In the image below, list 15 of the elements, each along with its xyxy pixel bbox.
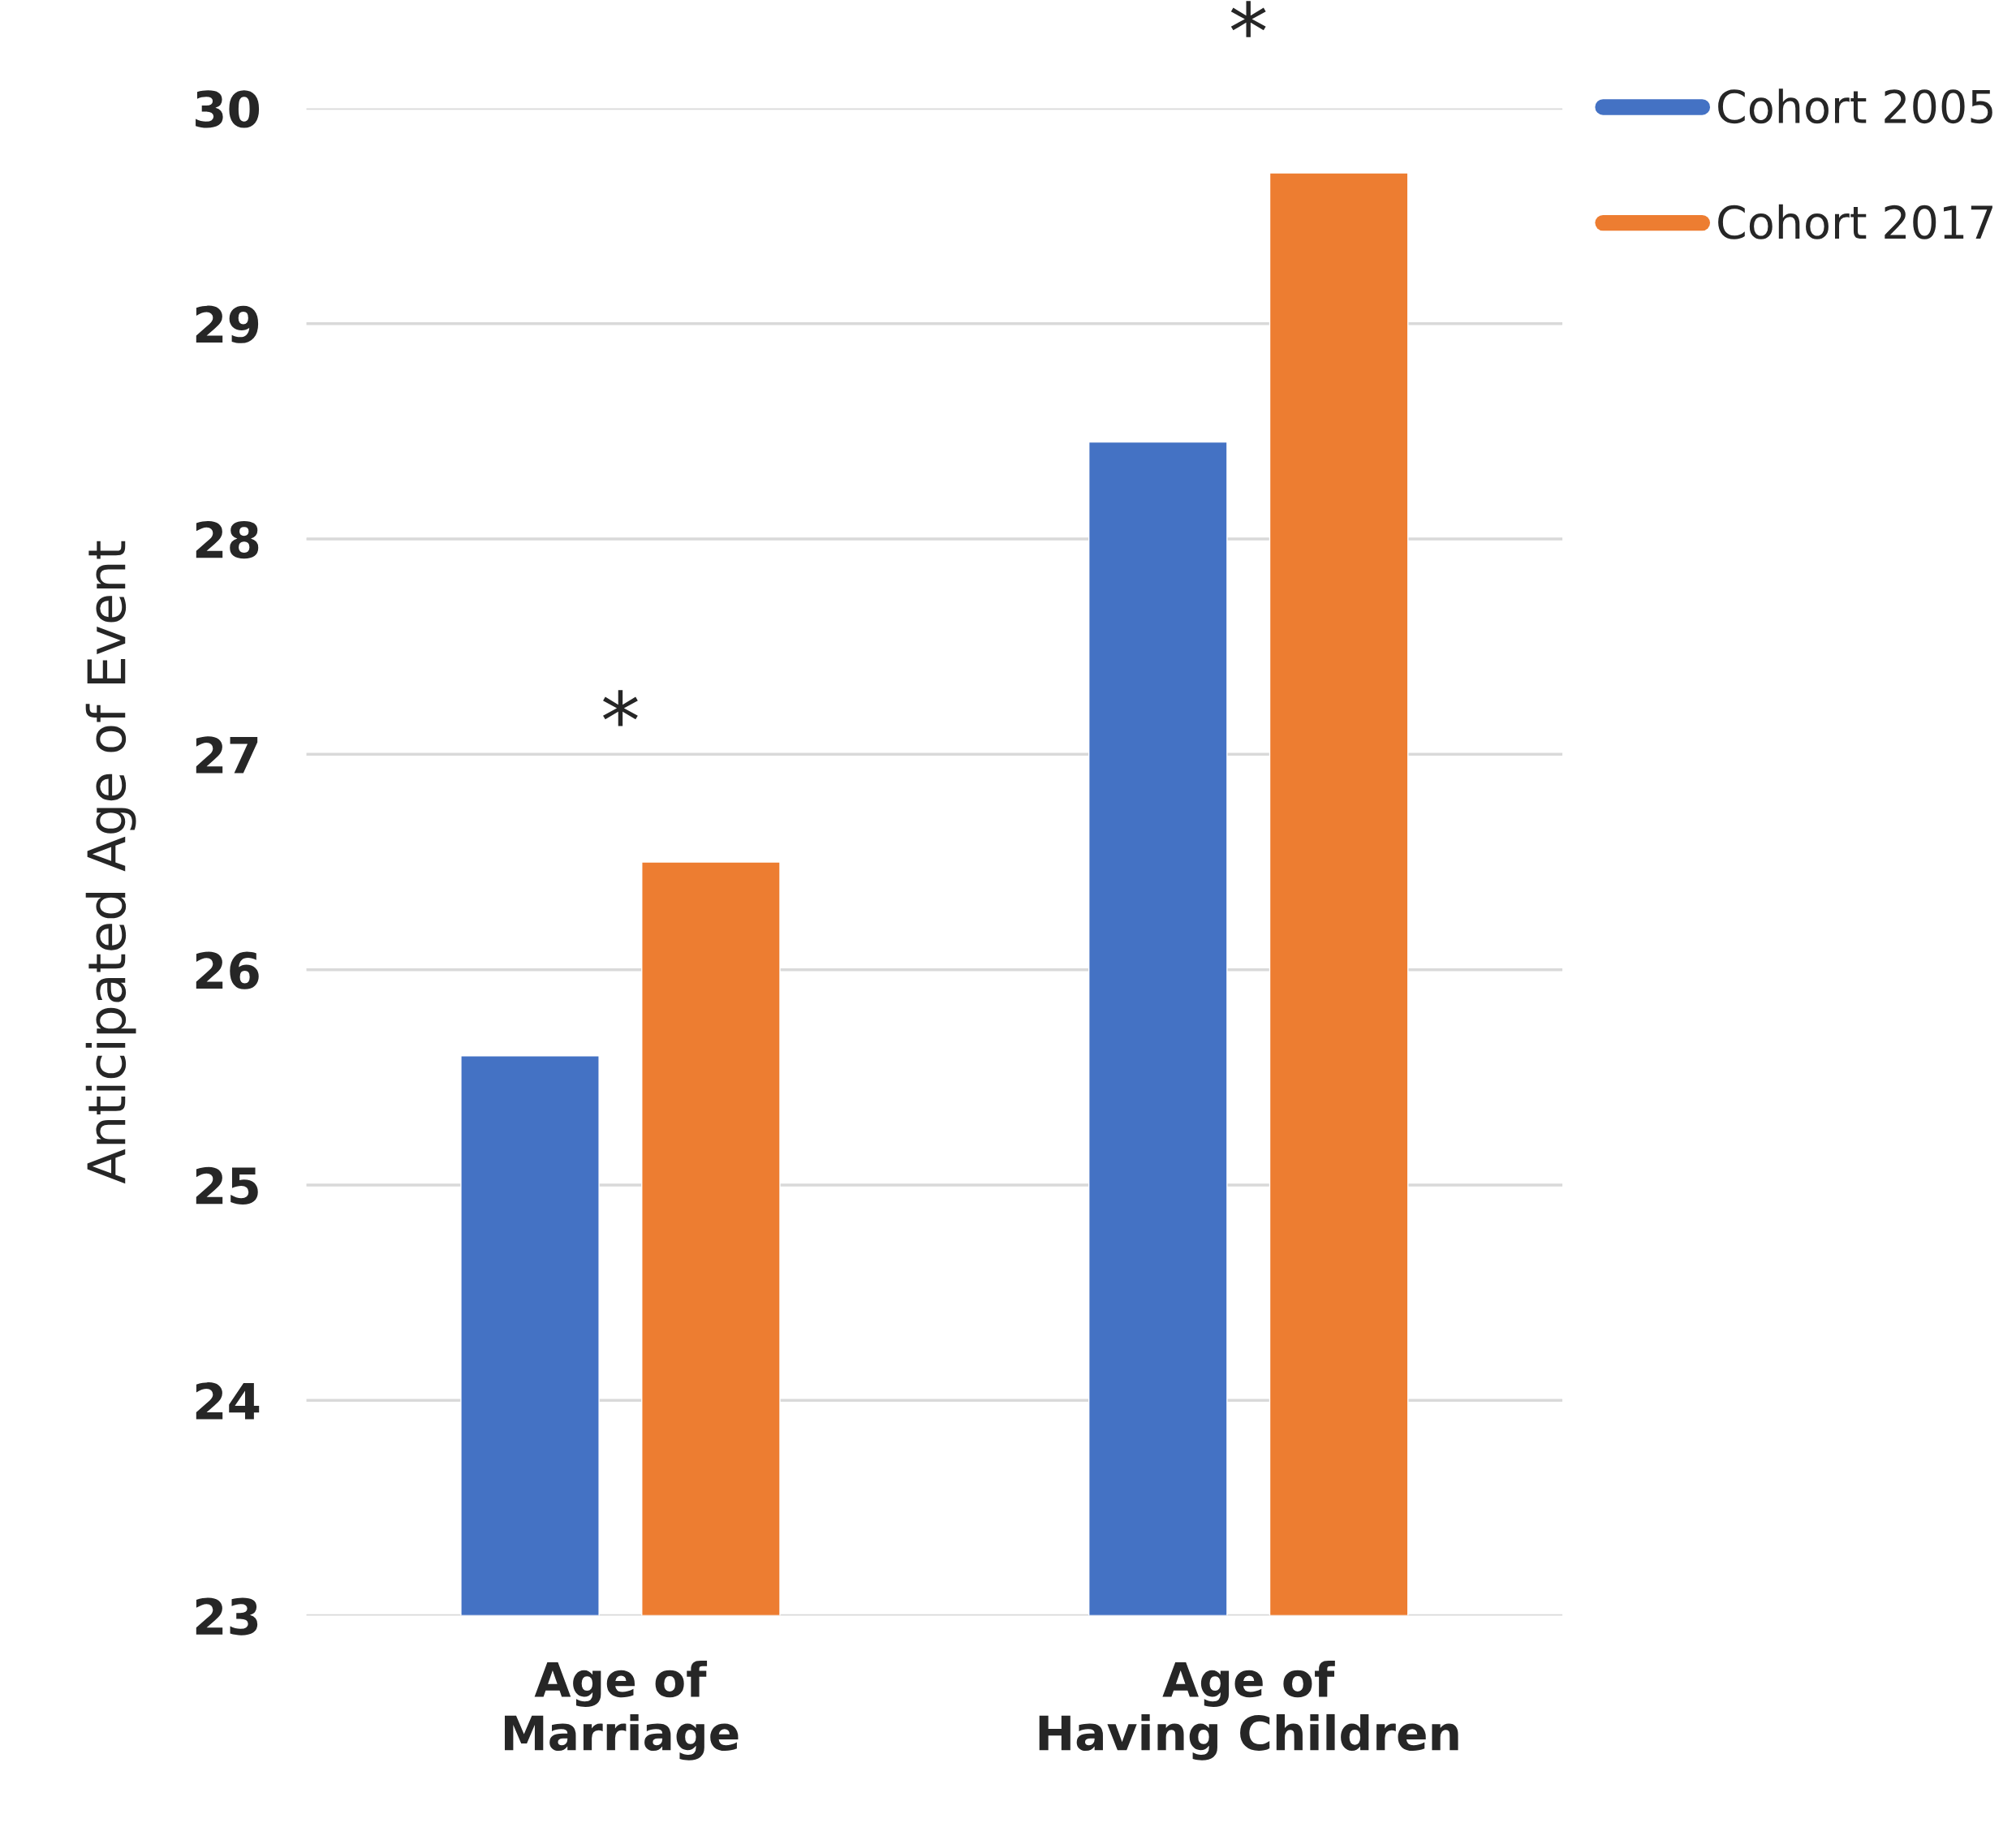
y-tick-label: 23 xyxy=(196,1597,258,1636)
legend-label: Cohort 2005 xyxy=(1718,88,1992,124)
y-tick-label: 30 xyxy=(196,90,260,128)
legend-label: Cohort 2017 xyxy=(1718,204,1992,239)
x-tick-label: Age of Marriage xyxy=(504,1661,739,1761)
annotation: * xyxy=(603,690,638,726)
y-tick-label: 28 xyxy=(196,520,259,559)
x-tick-label: Age of Having Children xyxy=(1039,1661,1458,1761)
y-tick-label: 26 xyxy=(196,951,259,989)
y-tick-label: 24 xyxy=(196,1382,260,1420)
y-tick-label: 27 xyxy=(196,736,258,774)
y-tick-label: 29 xyxy=(196,305,259,343)
y-tick-label: 25 xyxy=(196,1166,258,1205)
y-axis-title: Anticipated Age of Event xyxy=(85,541,136,1184)
text: * xyxy=(1230,1,1266,37)
